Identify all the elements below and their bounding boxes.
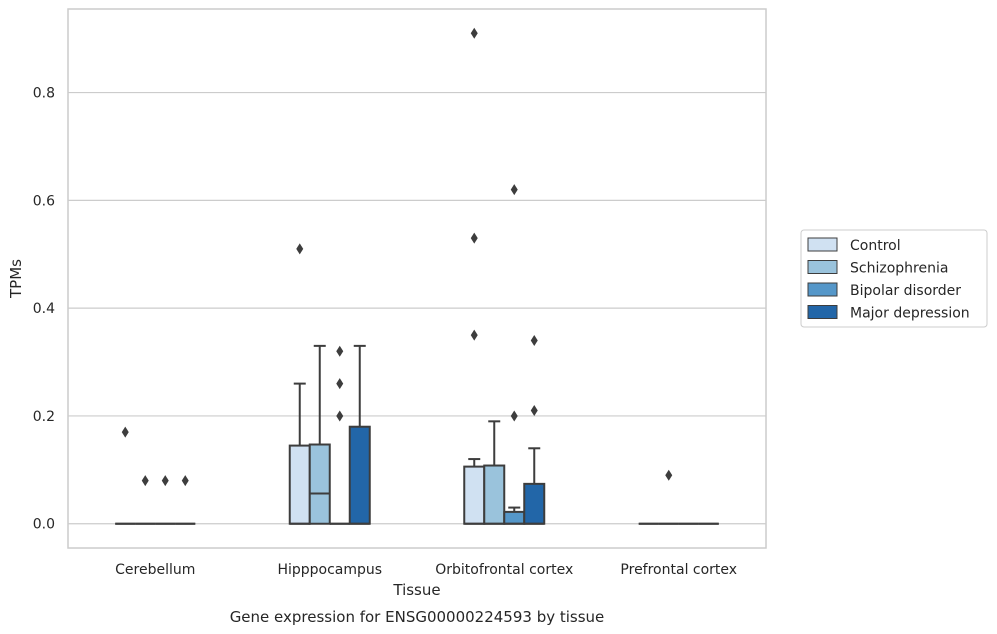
- outlier-marker: [510, 184, 518, 196]
- legend-swatch: [807, 305, 838, 319]
- x-tick-label: Hipppocampus: [277, 562, 382, 578]
- outlier-marker: [470, 232, 478, 244]
- y-tick-label: 0.0: [33, 517, 55, 533]
- box-schizophrenia: [308, 344, 331, 525]
- y-tick-label: 0.8: [33, 86, 55, 102]
- box-control: [115, 426, 136, 525]
- legend: Control Schizophrenia Bipolar disorder Majo…: [800, 229, 988, 328]
- outlier-marker: [530, 405, 538, 417]
- outlier-marker: [530, 334, 538, 346]
- outlier-marker: [181, 475, 189, 487]
- legend-swatch: [807, 282, 838, 297]
- box-schizophrenia: [483, 420, 506, 525]
- box-bipolar-disorder: [503, 184, 526, 525]
- box-control: [463, 27, 486, 525]
- y-tick-label: 0.4: [33, 301, 55, 317]
- box-bipolar-disorder: [329, 345, 350, 525]
- x-tick-label: Prefrontal cortex: [620, 562, 737, 578]
- outlier-marker: [470, 27, 478, 39]
- legend-frame: [800, 229, 988, 328]
- outlier-marker: [121, 426, 129, 438]
- outlier-marker: [141, 475, 149, 487]
- y-axis-ticks: 0.0 0.2 0.4 0.6 0.8: [33, 86, 55, 533]
- box-schizophrenia: [658, 469, 679, 525]
- box-schizophrenia: [135, 475, 156, 525]
- x-axis-title: Tissue: [392, 581, 440, 599]
- box-major-depression: [175, 475, 196, 525]
- x-tick-label: Orbitofrontal cortex: [435, 562, 573, 578]
- box-body: [503, 510, 526, 525]
- box-body: [463, 465, 486, 525]
- box-control: [288, 243, 311, 525]
- outlier-marker: [510, 410, 518, 422]
- figure-caption: Gene expression for ENSG00000224593 by t…: [230, 608, 605, 626]
- box-major-depression: [523, 334, 546, 525]
- box-body: [348, 425, 371, 525]
- grid-lines: [68, 91, 766, 525]
- legend-label: Bipolar disorder: [850, 283, 961, 299]
- box-bipolar-disorder: [155, 475, 176, 525]
- x-tick-label: Cerebellum: [115, 562, 195, 578]
- outlier-marker: [296, 243, 304, 255]
- legend-label: Schizophrenia: [850, 261, 948, 277]
- outlier-marker: [470, 329, 478, 341]
- plot-area: [115, 27, 719, 525]
- box-body: [483, 464, 506, 525]
- outlier-marker: [336, 378, 344, 390]
- outlier-marker: [336, 345, 344, 357]
- outlier-marker: [161, 475, 169, 487]
- box-body: [308, 443, 331, 525]
- plot-frame: [67, 8, 767, 549]
- legend-label: Major depression: [850, 306, 970, 322]
- legend-label: Control: [850, 238, 901, 254]
- outlier-marker: [336, 410, 344, 422]
- legend-swatch: [807, 237, 838, 252]
- box-body: [288, 444, 311, 525]
- y-tick-label: 0.2: [33, 409, 55, 425]
- outlier-marker: [665, 469, 673, 481]
- box-body: [523, 482, 546, 525]
- y-axis-title: TPMs: [7, 259, 25, 299]
- legend-swatch: [807, 260, 838, 274]
- box-major-depression: [348, 344, 371, 525]
- y-tick-label: 0.6: [33, 193, 55, 209]
- x-axis-ticks: Cerebellum Hipppocampus Orbitofrontal cort…: [115, 562, 737, 578]
